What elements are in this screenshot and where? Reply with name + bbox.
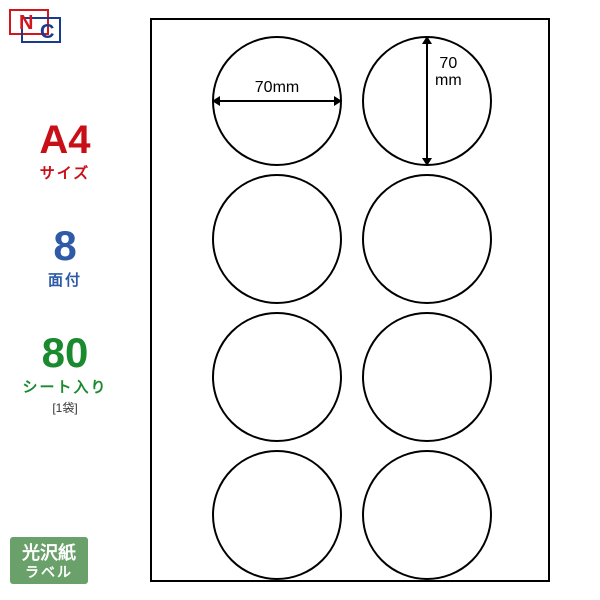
spec-size-value: A4 xyxy=(10,120,120,160)
spec-size: A4 サイズ xyxy=(10,120,120,183)
spec-column: A4 サイズ 8 面付 80 シート入り [1袋] xyxy=(10,120,120,458)
logo-svg: N C xyxy=(6,6,66,46)
spec-sheets-value: 80 xyxy=(10,332,120,374)
label-circle xyxy=(362,450,492,580)
dimension-label-vertical: 70mm xyxy=(435,56,462,90)
paper-type-badge: 光沢紙 ラベル xyxy=(10,537,88,584)
label-circle xyxy=(362,312,492,442)
label-sheet-diagram: 70mm70mm xyxy=(150,18,550,582)
label-circle xyxy=(362,174,492,304)
spec-faces-unit: 面付 xyxy=(10,269,120,290)
dim-v-top: 70 xyxy=(439,55,457,72)
label-circle xyxy=(212,174,342,304)
logo-letter-c: C xyxy=(40,21,54,43)
spec-sheets-note: [1袋] xyxy=(10,399,120,416)
label-circle xyxy=(212,450,342,580)
dimension-label-horizontal: 70mm xyxy=(247,79,307,97)
logo-letter-n: N xyxy=(19,12,33,34)
spec-faces-value: 8 xyxy=(10,225,120,267)
dim-v-bottom: mm xyxy=(435,72,462,89)
spec-faces: 8 面付 xyxy=(10,225,120,290)
brand-logo: N C xyxy=(6,6,66,46)
badge-line2: ラベル xyxy=(10,564,88,580)
spec-sheets: 80 シート入り [1袋] xyxy=(10,332,120,416)
label-circle xyxy=(212,312,342,442)
spec-size-unit: サイズ xyxy=(10,162,120,183)
spec-sheets-unit: シート入り xyxy=(10,376,120,397)
badge-line1: 光沢紙 xyxy=(10,543,88,564)
